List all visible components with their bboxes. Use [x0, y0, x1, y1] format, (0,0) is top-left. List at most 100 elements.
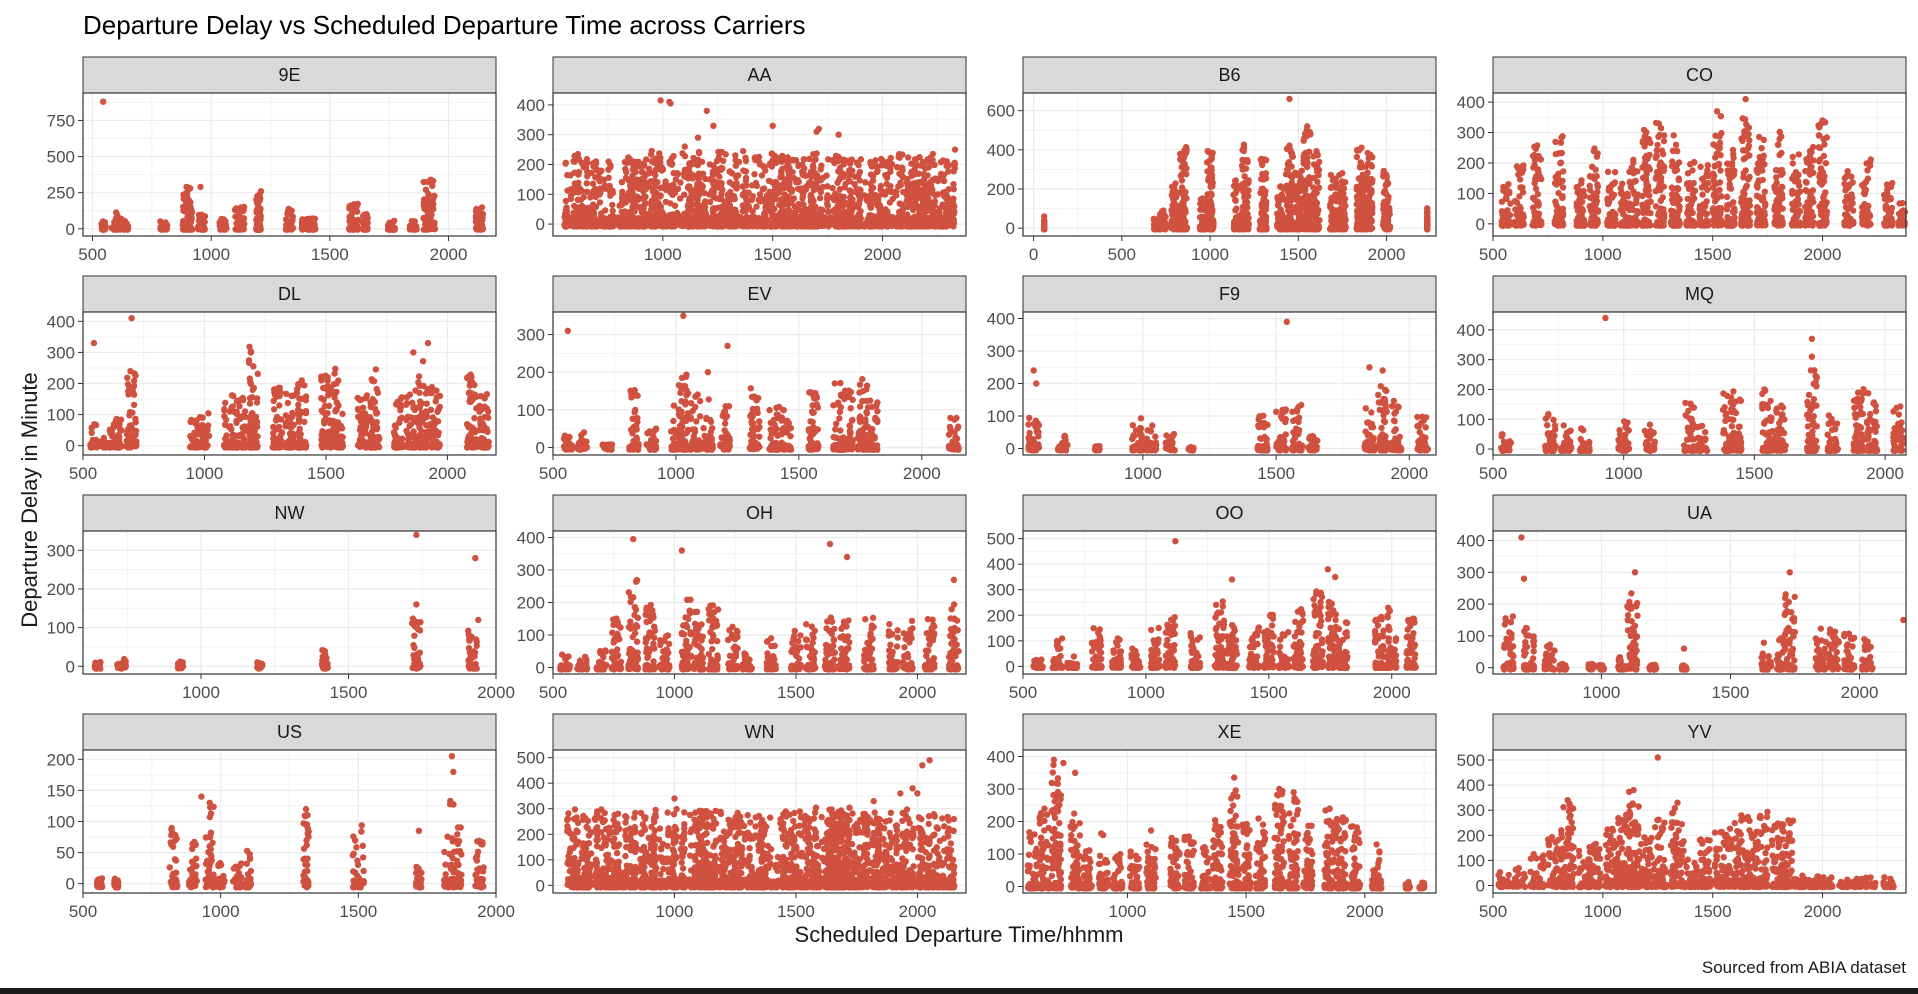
x-tick-label: 1500	[754, 245, 792, 264]
data-point	[751, 171, 758, 178]
facet-label: 9E	[278, 65, 300, 85]
data-point	[354, 217, 361, 225]
data-point	[699, 170, 707, 177]
data-point	[835, 131, 842, 138]
data-point	[431, 225, 438, 233]
data-point	[743, 198, 750, 205]
data-point	[799, 168, 807, 175]
data-point	[1261, 202, 1268, 210]
data-point	[1365, 225, 1372, 232]
data-point	[681, 143, 688, 150]
data-point	[899, 188, 907, 196]
data-point	[651, 195, 658, 202]
data-point	[1262, 213, 1270, 220]
data-point	[289, 224, 297, 232]
data-point	[1337, 225, 1344, 232]
data-point	[1301, 184, 1309, 191]
data-point	[1362, 163, 1370, 170]
y-tick-label: 0	[66, 220, 75, 239]
y-tick-label: 400	[517, 96, 545, 115]
data-point	[755, 153, 763, 161]
data-point	[580, 194, 587, 201]
x-tick-label: 1000	[192, 245, 230, 264]
data-point	[1381, 198, 1388, 205]
data-point	[721, 198, 728, 205]
data-point	[1286, 95, 1293, 103]
data-point	[1313, 208, 1320, 215]
data-point	[898, 201, 906, 208]
data-point	[917, 186, 924, 193]
data-point	[679, 150, 686, 157]
data-point	[872, 157, 879, 164]
data-point	[1180, 193, 1188, 200]
data-point	[775, 189, 783, 196]
data-point	[742, 157, 750, 165]
data-point	[1179, 200, 1186, 207]
data-point	[719, 220, 726, 227]
data-point	[232, 206, 239, 214]
data-point	[197, 183, 204, 191]
data-point	[951, 159, 958, 166]
data-point	[677, 179, 684, 186]
data-point	[939, 175, 946, 183]
data-point	[733, 182, 740, 190]
data-point	[253, 199, 261, 207]
data-point	[945, 207, 953, 214]
data-point	[703, 107, 710, 115]
data-point	[920, 170, 927, 178]
data-point	[940, 189, 947, 196]
data-point	[1178, 217, 1185, 224]
data-point	[1355, 147, 1363, 154]
y-tick-label: 0	[536, 215, 545, 234]
data-point	[809, 162, 817, 169]
data-point	[939, 201, 946, 208]
data-point	[697, 222, 704, 229]
data-point	[863, 194, 871, 201]
data-point	[1240, 187, 1248, 194]
data-point	[1315, 184, 1323, 191]
data-point	[908, 169, 915, 177]
data-point	[787, 214, 794, 221]
data-point	[694, 174, 702, 182]
data-point	[751, 213, 758, 221]
data-point	[710, 122, 717, 129]
data-point	[575, 171, 582, 178]
data-point	[1365, 154, 1372, 162]
chart-title: Departure Delay vs Scheduled Departure T…	[83, 10, 806, 40]
data-point	[642, 179, 649, 186]
data-point	[782, 156, 789, 164]
data-point	[234, 212, 242, 219]
data-point	[657, 97, 664, 104]
data-point	[918, 216, 925, 223]
data-point	[1241, 213, 1248, 220]
data-point	[623, 168, 630, 176]
data-point	[667, 200, 674, 207]
data-point	[807, 195, 814, 202]
data-point	[743, 189, 750, 196]
data-point	[611, 220, 618, 228]
data-point	[573, 220, 580, 228]
data-point	[183, 206, 190, 213]
data-point	[908, 160, 915, 167]
data-point	[564, 171, 571, 179]
data-point	[424, 198, 431, 205]
data-point	[1363, 203, 1370, 210]
data-point	[829, 194, 836, 201]
data-point	[795, 161, 802, 168]
data-point	[1356, 203, 1363, 210]
data-point	[188, 214, 195, 221]
data-point	[769, 122, 776, 129]
data-point	[425, 206, 432, 214]
data-point	[619, 188, 626, 195]
data-point	[856, 177, 863, 184]
data-point	[1313, 164, 1321, 171]
y-tick-label: 100	[517, 185, 545, 204]
data-point	[790, 175, 798, 182]
data-point	[583, 207, 590, 214]
data-point	[883, 180, 890, 188]
data-point	[816, 194, 824, 202]
data-point	[921, 204, 928, 211]
data-point	[562, 159, 569, 166]
data-point	[649, 201, 657, 208]
